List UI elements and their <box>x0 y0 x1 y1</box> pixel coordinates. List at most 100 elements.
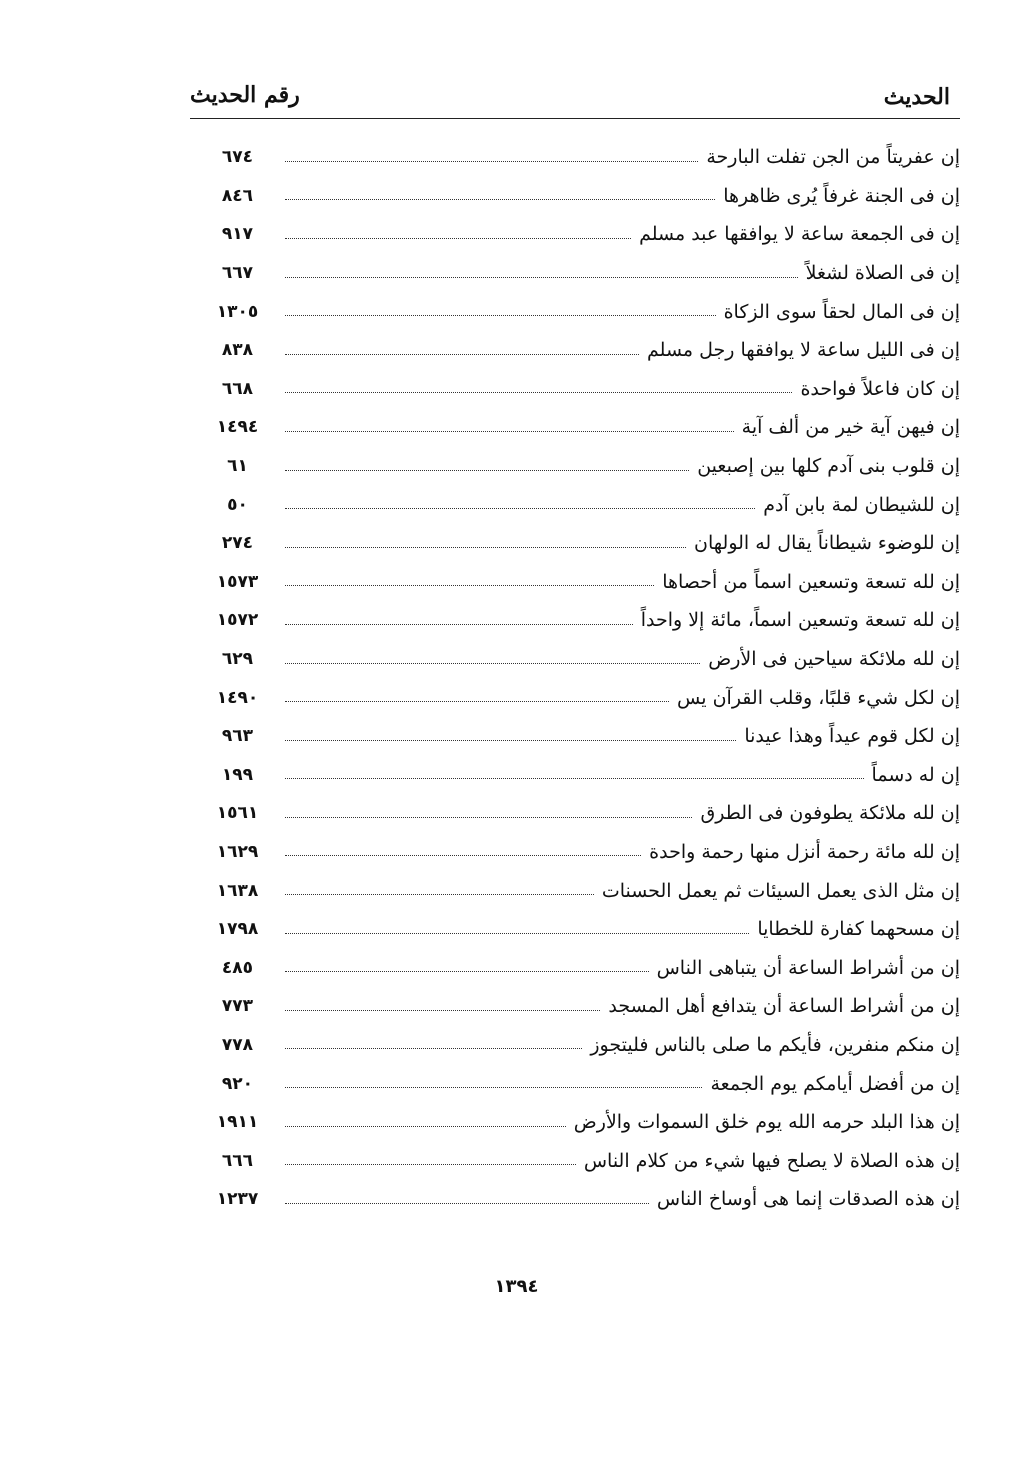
hadith-number: ٩١٧ <box>221 224 254 245</box>
dotted-leader <box>285 816 693 818</box>
hadith-number: ١٢٣٧ <box>216 1189 259 1210</box>
index-entry: إن فى الليل ساعة لا يوافقها رجل مسلم ٨٣٨ <box>190 331 960 370</box>
index-entry: إن كان فاعلاً فواحدة ٦٦٨ <box>190 370 960 409</box>
index-entry: إن مثل الذى يعمل السيئات ثم يعمل الحسنات… <box>190 871 960 910</box>
hadith-text: إن للوضوء شيطاناً يقال له الولهان <box>694 532 960 555</box>
hadith-number: ٨٣٨ <box>221 340 254 361</box>
dotted-leader <box>285 392 793 394</box>
index-entry: إن من أفضل أيامكم يوم الجمعة ٩٢٠ <box>190 1064 960 1103</box>
hadith-text: إن من أفضل أيامكم يوم الجمعة <box>710 1072 960 1095</box>
hadith-text: إن لكل شيء قلبًا، وقلب القرآن يس <box>677 686 960 709</box>
index-entry: إن من أشراط الساعة أن يتدافع أهل المسجد ٧… <box>190 987 960 1026</box>
dotted-leader <box>285 1125 566 1127</box>
hadith-number: ٦٧٤ <box>221 147 254 168</box>
dotted-leader <box>285 662 701 664</box>
hadith-text: إن من أشراط الساعة أن يتباهى الناس <box>656 956 960 979</box>
hadith-text: إن لله مائة رحمة أنزل منها رحمة واحدة <box>649 840 960 863</box>
hadith-text: إن من أشراط الساعة أن يتدافع أهل المسجد <box>608 995 960 1018</box>
dotted-leader <box>285 1009 601 1011</box>
hadith-number: ٩٢٠ <box>221 1073 254 1094</box>
hadith-number: ١٥٧٢ <box>216 610 259 631</box>
index-entry: إن له دسماً ١٩٩ <box>190 756 960 795</box>
index-entry: إن فى الصلاة لشغلاً ٦٦٧ <box>190 254 960 293</box>
dotted-leader <box>285 623 633 625</box>
index-entry: إن لكل شيء قلبًا، وقلب القرآن يس ١٤٩٠ <box>190 678 960 717</box>
index-entry: إن مسحهما كفارة للخطايا ١٧٩٨ <box>190 910 960 949</box>
dotted-leader <box>285 739 737 741</box>
page-number: ١٣٩٤ <box>494 1276 539 1297</box>
dotted-leader <box>285 546 687 548</box>
hadith-text: إن فى المال لحقاً سوى الزكاة <box>723 300 960 323</box>
hadith-number: ٧٧٨ <box>221 1034 254 1055</box>
hadith-number: ١٩٩ <box>221 764 254 785</box>
hadith-text: إن فى الصلاة لشغلاً <box>805 262 960 285</box>
dotted-leader <box>285 932 750 934</box>
hadith-number: ٨٤٦ <box>221 185 254 206</box>
column-heading-hadith: الحديث <box>883 84 950 110</box>
dotted-leader <box>285 315 716 317</box>
index-entry: إن عفريتاً من الجن تفلت البارحة ٦٧٤ <box>190 138 960 177</box>
dotted-leader <box>285 199 716 201</box>
dotted-leader <box>285 508 756 510</box>
hadith-text: إن كان فاعلاً فواحدة <box>800 377 960 400</box>
index-entry: إن للوضوء شيطاناً يقال له الولهان ٢٧٤ <box>190 524 960 563</box>
hadith-text: إن لكل قوم عيداً وهذا عيدنا <box>744 725 960 748</box>
hadith-text: إن للشيطان لمة بابن آدم <box>763 493 960 516</box>
hadith-text: إن منكم منفرين، فأيكم ما صلى بالناس فليت… <box>590 1033 960 1056</box>
hadith-number: ١٥٦١ <box>216 803 259 824</box>
dotted-leader <box>285 894 594 896</box>
hadith-number: ١٥٧٣ <box>216 571 259 592</box>
hadith-number: ٤٨٥ <box>221 957 254 978</box>
dotted-leader <box>285 469 690 471</box>
dotted-leader <box>285 971 649 973</box>
dotted-leader <box>285 1202 649 1204</box>
column-heading-hadith-number: رقم الحديث <box>190 82 300 108</box>
hadith-number: ١٦٣٨ <box>216 880 259 901</box>
index-entry: إن لكل قوم عيداً وهذا عيدنا ٩٦٣ <box>190 717 960 756</box>
hadith-text: إن هذا البلد حرمه الله يوم خلق السموات و… <box>573 1111 960 1134</box>
hadith-number: ١٦٢٩ <box>216 841 259 862</box>
dotted-leader <box>285 1087 703 1089</box>
hadith-number: ٦٦٦ <box>221 1150 254 1171</box>
dotted-leader <box>285 237 632 239</box>
index-entry: إن هذا البلد حرمه الله يوم خلق السموات و… <box>190 1103 960 1142</box>
hadith-number: ٦١ <box>227 456 248 477</box>
index-entry: إن قلوب بنى آدم كلها بين إصبعين ٦١ <box>190 447 960 486</box>
hadith-text: إن قلوب بنى آدم كلها بين إصبعين <box>697 455 960 478</box>
index-entry: إن منكم منفرين، فأيكم ما صلى بالناس فليت… <box>190 1026 960 1065</box>
dotted-leader <box>285 778 864 780</box>
index-entry: إن للشيطان لمة بابن آدم ٥٠ <box>190 485 960 524</box>
dotted-leader <box>285 701 670 703</box>
hadith-text: إن مسحهما كفارة للخطايا <box>757 918 960 941</box>
hadith-number: ١٧٩٨ <box>216 919 259 940</box>
page-header: الحديث رقم الحديث <box>190 82 960 119</box>
index-entry: إن فى الجمعة ساعة لا يوافقها عبد مسلم ٩١٧ <box>190 215 960 254</box>
dotted-leader <box>285 1048 583 1050</box>
dotted-leader <box>285 276 798 278</box>
dotted-leader <box>285 1164 576 1166</box>
hadith-number: ١٩١١ <box>216 1112 259 1133</box>
hadith-text: إن لله تسعة وتسعين اسماً، مائة إلا واحدا… <box>640 609 960 632</box>
index-entry: إن لله تسعة وتسعين اسماً من أحصاها ١٥٧٣ <box>190 563 960 602</box>
hadith-index-list: إن عفريتاً من الجن تفلت البارحة ٦٧٤ إن فى … <box>190 138 960 1219</box>
index-entry: إن من أشراط الساعة أن يتباهى الناس ٤٨٥ <box>190 948 960 987</box>
hadith-text: إن لله تسعة وتسعين اسماً من أحصاها <box>662 570 960 593</box>
hadith-number: ٦٦٧ <box>221 263 254 284</box>
hadith-text: إن هذه الصلاة لا يصلح فيها شيء من كلام ا… <box>583 1149 960 1172</box>
hadith-number: ١٣٠٥ <box>216 301 259 322</box>
dotted-leader <box>285 353 640 355</box>
hadith-text: إن فى الجمعة ساعة لا يوافقها عبد مسلم <box>639 223 960 246</box>
hadith-number: ٦٢٩ <box>221 649 254 670</box>
hadith-text: إن له دسماً <box>871 763 960 786</box>
hadith-text: إن لله ملائكة يطوفون فى الطرق <box>700 802 960 825</box>
dotted-leader <box>285 585 655 587</box>
index-entry: إن هذه الصدقات إنما هى أوساخ الناس ١٢٣٧ <box>190 1180 960 1219</box>
hadith-number: ٦٦٨ <box>221 378 254 399</box>
hadith-text: إن فى الليل ساعة لا يوافقها رجل مسلم <box>647 339 960 362</box>
hadith-number: ٢٧٤ <box>221 533 254 554</box>
index-entry: إن لله ملائكة يطوفون فى الطرق ١٥٦١ <box>190 794 960 833</box>
hadith-number: ١٤٩٠ <box>216 687 259 708</box>
index-entry: إن هذه الصلاة لا يصلح فيها شيء من كلام ا… <box>190 1141 960 1180</box>
index-entry: إن لله مائة رحمة أنزل منها رحمة واحدة ١٦٢… <box>190 833 960 872</box>
index-entry: إن لله تسعة وتسعين اسماً، مائة إلا واحدا… <box>190 601 960 640</box>
